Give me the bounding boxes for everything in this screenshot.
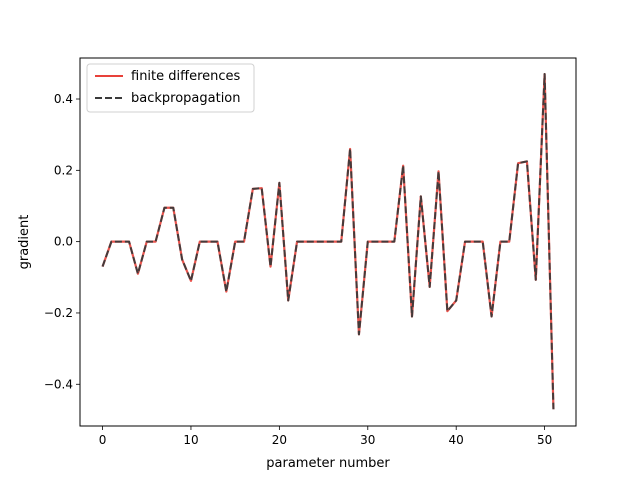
x-axis-label: parameter number bbox=[266, 456, 390, 471]
y-axis-ticks: −0.4 −0.2 0.0 0.2 0.4 bbox=[44, 92, 80, 391]
x-tick-label: 20 bbox=[272, 433, 287, 447]
y-tick-label: 0.0 bbox=[54, 235, 73, 249]
x-tick-label: 10 bbox=[183, 433, 198, 447]
y-tick-label: −0.4 bbox=[44, 377, 73, 391]
y-tick-label: −0.2 bbox=[44, 306, 73, 320]
legend-label-finite-differences: finite differences bbox=[131, 69, 241, 84]
x-tick-label: 40 bbox=[449, 433, 464, 447]
x-tick-label: 0 bbox=[99, 433, 107, 447]
y-tick-label: 0.2 bbox=[54, 163, 73, 177]
x-tick-label: 30 bbox=[360, 433, 375, 447]
series-line-backpropagation bbox=[101, 73, 555, 410]
series-layer bbox=[101, 72, 555, 410]
x-axis-ticks: 0 10 20 30 40 50 bbox=[99, 426, 552, 447]
y-tick-label: 0.4 bbox=[54, 92, 73, 106]
y-axis-label: gradient bbox=[17, 215, 32, 270]
x-tick-label: 50 bbox=[537, 433, 552, 447]
legend-label-backpropagation: backpropagation bbox=[131, 91, 241, 106]
legend: finite differences backpropagation bbox=[86, 63, 255, 113]
legend-box bbox=[86, 63, 255, 113]
